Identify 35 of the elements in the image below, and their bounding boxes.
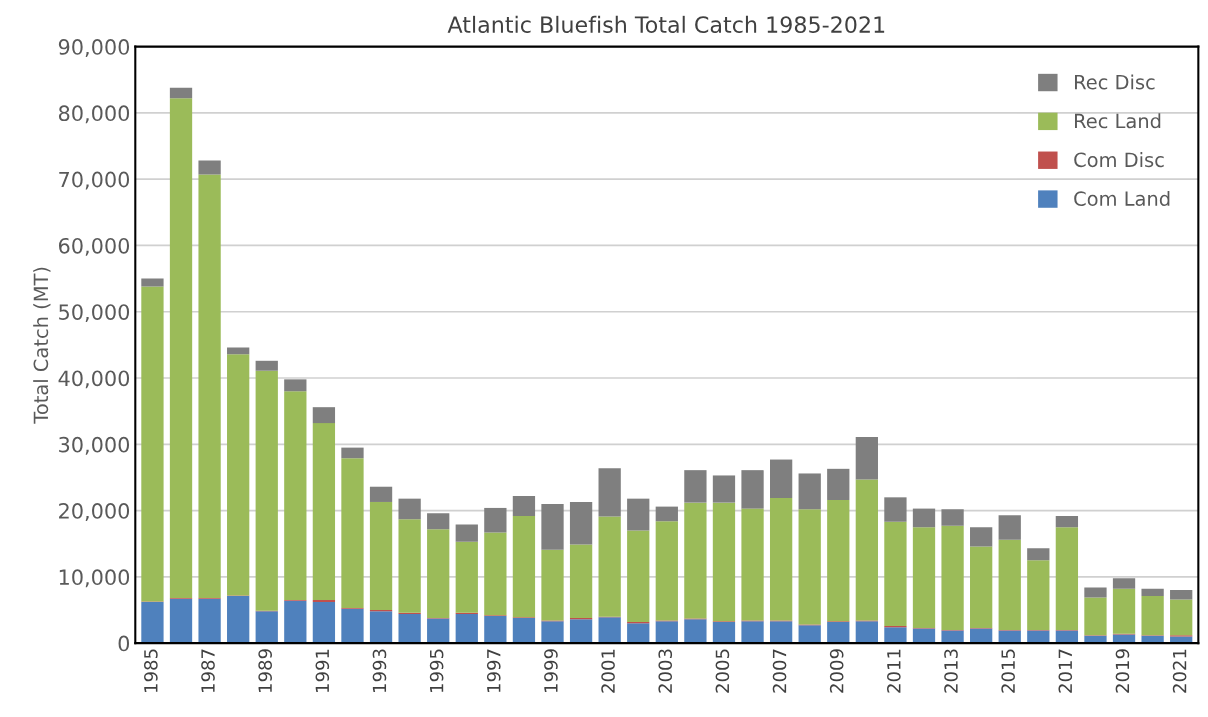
legend-label: Com Disc	[1074, 152, 1164, 168]
x-tick-label: 2001	[601, 649, 615, 693]
x-tick-label: 2003	[658, 649, 673, 693]
y-tick-label: 30,000	[59, 436, 130, 455]
x-tick-label: 1993	[372, 649, 387, 692]
x-tick-label: 2011	[887, 649, 901, 693]
x-tick-label: 1987	[201, 649, 215, 692]
y-tick-label: 10,000	[59, 569, 130, 588]
legend-label: Com Land	[1074, 190, 1170, 207]
x-tick-label: 1991	[315, 649, 330, 692]
x-tick-label: 2021	[1172, 649, 1187, 693]
x-tick-label: 1989	[258, 649, 272, 692]
y-tick-label: 70,000	[59, 171, 130, 190]
y-tick-label: 60,000	[58, 237, 130, 256]
y-tick-label: 40,000	[58, 370, 130, 389]
x-tick-label: 2017	[1058, 649, 1073, 693]
x-tick-label: 2009	[829, 649, 844, 693]
legend-label: Rec Disc	[1075, 74, 1155, 90]
x-tick-label: 2005	[715, 649, 730, 693]
x-tick-label: 1999	[544, 649, 558, 692]
y-tick-label: 50,000	[59, 304, 130, 323]
y-tick-label: 90,000	[58, 39, 130, 57]
y-axis-title: Total Catch (MT)	[33, 267, 51, 424]
y-tick-label: 20,000	[59, 503, 130, 521]
x-tick-label: 1985	[144, 649, 158, 692]
x-tick-label: 1995	[429, 649, 444, 692]
x-tick-label: 1997	[486, 649, 501, 692]
y-tick-label: 80,000	[58, 105, 130, 124]
y-tick-label: 0	[118, 635, 130, 652]
x-tick-label: 2019	[1115, 649, 1130, 693]
chart-title: Atlantic Bluefish Total Catch 1985-2021	[447, 15, 885, 34]
x-tick-label: 2013	[944, 649, 958, 693]
x-tick-label: 2015	[1001, 649, 1015, 693]
x-tick-label: 2007	[772, 649, 787, 693]
legend-label: Rec Land	[1075, 113, 1161, 129]
